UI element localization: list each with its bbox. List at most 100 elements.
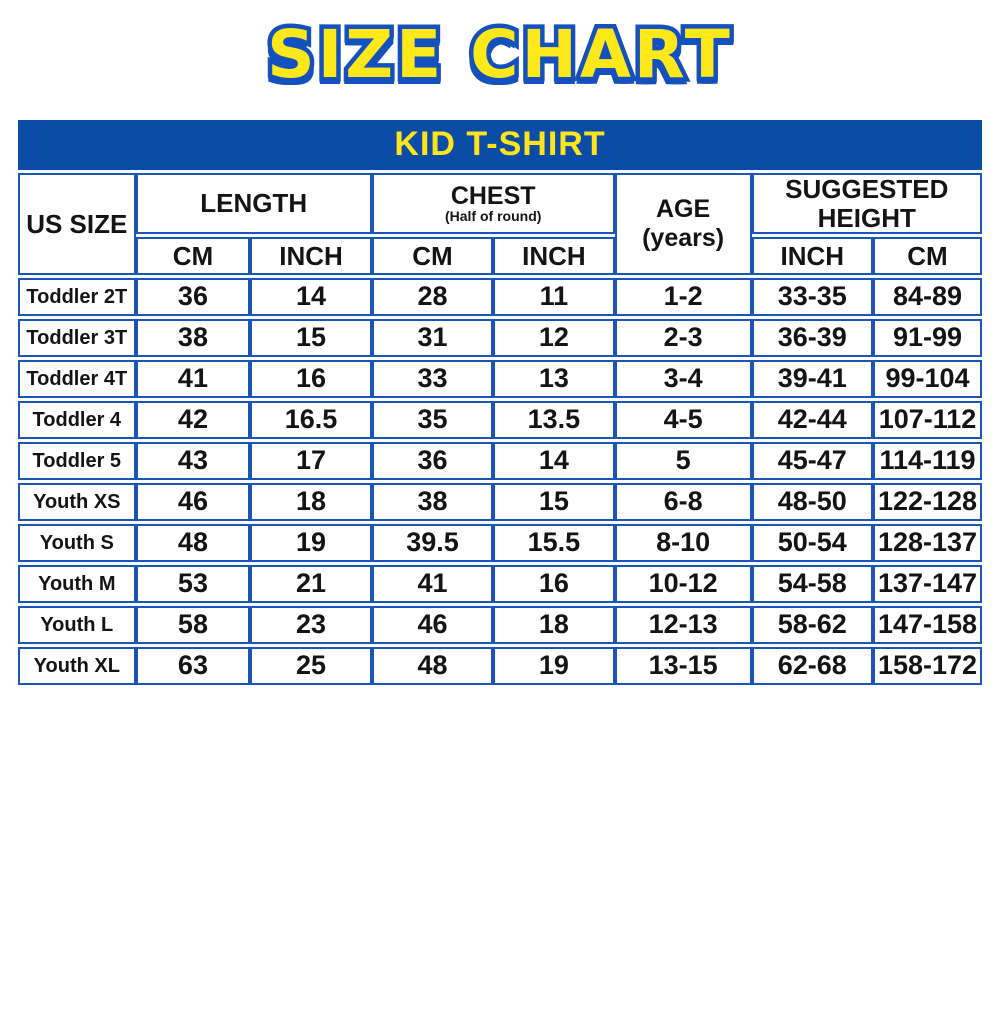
value-cell: 36: [135, 278, 251, 317]
value-cell: 48: [135, 524, 251, 563]
size-label-cell: Toddler 5: [18, 442, 136, 481]
size-label-cell: Toddler 4: [18, 401, 136, 440]
value-cell: 54-58: [751, 565, 873, 604]
size-label-cell: Toddler 3T: [18, 319, 136, 358]
units-header-row: CM INCH CM INCH INCH CM: [18, 237, 982, 276]
value-cell: 122-128: [872, 483, 982, 522]
value-cell: 63: [135, 647, 251, 686]
age-header-label: AGE: [656, 195, 711, 224]
value-cell: 12-13: [614, 606, 752, 645]
table-row: Toddler 5 43 17 36 14 5 45-47 114-119: [18, 442, 982, 481]
value-cell: 25: [250, 647, 372, 686]
value-cell: 42-44: [751, 401, 873, 440]
value-cell: 43: [135, 442, 251, 481]
value-cell: 14: [493, 442, 615, 481]
value-cell: 15.5: [493, 524, 615, 563]
value-cell: 46: [371, 606, 494, 645]
value-cell: 2-3: [614, 319, 752, 358]
chest-header-note: (Half of round): [444, 207, 542, 224]
height-cm-header: CM: [872, 237, 982, 276]
value-cell: 33: [371, 360, 494, 399]
size-label-cell: Youth S: [18, 524, 136, 563]
group-header-row: US SIZE LENGTH CHEST (Half of round) AGE…: [18, 173, 982, 276]
chest-header-label: CHEST: [450, 181, 536, 210]
value-cell: 35: [371, 401, 494, 440]
age-header: AGE (years): [614, 173, 752, 276]
age-header-unit: (years): [642, 224, 725, 253]
value-cell: 38: [135, 319, 251, 358]
value-cell: 62-68: [751, 647, 873, 686]
value-cell: 48-50: [751, 483, 873, 522]
value-cell: 18: [250, 483, 372, 522]
value-cell: 39.5: [371, 524, 494, 563]
value-cell: 1-2: [614, 278, 752, 317]
value-cell: 36-39: [751, 319, 873, 358]
value-cell: 33-35: [751, 278, 873, 317]
length-cm-header: CM: [135, 237, 251, 276]
value-cell: 58-62: [751, 606, 873, 645]
value-cell: 15: [493, 483, 615, 522]
value-cell: 84-89: [872, 278, 982, 317]
value-cell: 17: [250, 442, 372, 481]
value-cell: 99-104: [872, 360, 982, 399]
size-label-cell: Toddler 4T: [18, 360, 136, 399]
value-cell: 23: [250, 606, 372, 645]
value-cell: 41: [135, 360, 251, 399]
value-cell: 58: [135, 606, 251, 645]
value-cell: 53: [135, 565, 251, 604]
size-label-cell: Youth XL: [18, 647, 136, 686]
us-size-header: US SIZE: [18, 173, 136, 276]
table-row: Youth S 48 19 39.5 15.5 8-10 50-54 128-137: [18, 524, 982, 563]
value-cell: 14: [250, 278, 372, 317]
page-title: SIZE CHART: [263, 12, 735, 98]
value-cell: 18: [493, 606, 615, 645]
value-cell: 114-119: [872, 442, 982, 481]
size-label-cell: Youth L: [18, 606, 136, 645]
value-cell: 3-4: [614, 360, 752, 399]
size-label-cell: Youth XS: [18, 483, 136, 522]
table-row: Youth XL 63 25 48 19 13-15 62-68 158-172: [18, 647, 982, 686]
suggested-height-header: SUGGESTED HEIGHT: [751, 173, 982, 235]
chest-inch-header: INCH: [493, 237, 615, 276]
value-cell: 8-10: [614, 524, 752, 563]
value-cell: 11: [493, 278, 615, 317]
table-row: Youth XS 46 18 38 15 6-8 48-50 122-128: [18, 483, 982, 522]
table-banner: KID T-SHIRT: [18, 120, 982, 170]
value-cell: 36: [371, 442, 494, 481]
table-row: Toddler 3T 38 15 31 12 2-3 36-39 91-99: [18, 319, 982, 358]
value-cell: 38: [371, 483, 494, 522]
value-cell: 19: [250, 524, 372, 563]
value-cell: 13-15: [614, 647, 752, 686]
value-cell: 46: [135, 483, 251, 522]
value-cell: 6-8: [614, 483, 752, 522]
value-cell: 42: [135, 401, 251, 440]
table-row: Toddler 4T 41 16 33 13 3-4 39-41 99-104: [18, 360, 982, 399]
value-cell: 13.5: [493, 401, 615, 440]
value-cell: 16: [493, 565, 615, 604]
value-cell: 16: [250, 360, 372, 399]
banner-row: KID T-SHIRT: [18, 120, 982, 170]
table-row: Toddler 2T 36 14 28 11 1-2 33-35 84-89: [18, 278, 982, 317]
value-cell: 39-41: [751, 360, 873, 399]
value-cell: 147-158: [872, 606, 982, 645]
table-row: Youth M 53 21 41 16 10-12 54-58 137-147: [18, 565, 982, 604]
value-cell: 15: [250, 319, 372, 358]
height-inch-header: INCH: [751, 237, 873, 276]
value-cell: 128-137: [872, 524, 982, 563]
value-cell: 4-5: [614, 401, 752, 440]
size-table-body: Toddler 2T 36 14 28 11 1-2 33-35 84-89 Toddler 3…: [18, 278, 982, 686]
value-cell: 5: [614, 442, 752, 481]
value-cell: 107-112: [872, 401, 982, 440]
table-row: Toddler 4 42 16.5 35 13.5 4-5 42-44 107-112: [18, 401, 982, 440]
table-row: Youth L 58 23 46 18 12-13 58-62 147-158: [18, 606, 982, 645]
value-cell: 41: [371, 565, 494, 604]
value-cell: 158-172: [872, 647, 982, 686]
value-cell: 45-47: [751, 442, 873, 481]
value-cell: 19: [493, 647, 615, 686]
value-cell: 12: [493, 319, 615, 358]
value-cell: 13: [493, 360, 615, 399]
size-chart-table: KID T-SHIRT US SIZE LENGTH CHEST (Half o…: [18, 117, 982, 688]
size-label-cell: Youth M: [18, 565, 136, 604]
chest-cm-header: CM: [371, 237, 494, 276]
value-cell: 91-99: [872, 319, 982, 358]
